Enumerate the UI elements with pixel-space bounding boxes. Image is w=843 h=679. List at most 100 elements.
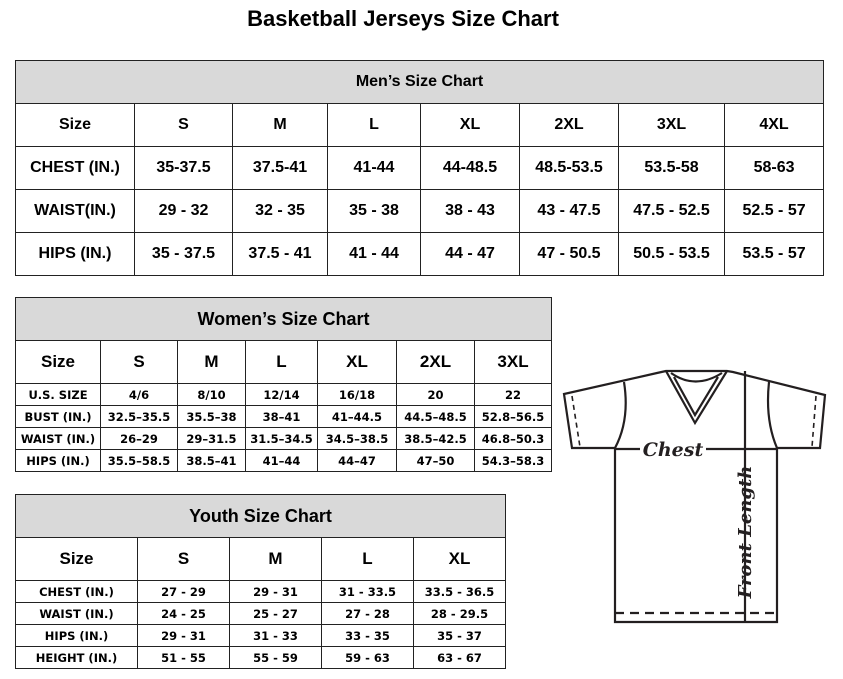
table-cell: L bbox=[327, 103, 421, 147]
row-label: U.S. SIZE bbox=[15, 383, 101, 406]
table-cell: 33.5 - 36.5 bbox=[412, 580, 507, 603]
table-row: BUST (IN.) 32.5–35.5 35.5–38 38–41 41–44.5 44… bbox=[15, 405, 553, 428]
table-cell: 47.5 - 52.5 bbox=[618, 189, 725, 233]
table-cell: 35.5–38 bbox=[177, 405, 246, 428]
table-cell: 3XL bbox=[473, 340, 553, 384]
table-cell: 53.5 - 57 bbox=[723, 232, 825, 276]
table-cell: 37.5-41 bbox=[232, 146, 328, 190]
table-cell: 24 - 25 bbox=[137, 602, 230, 625]
t-shirt-icon: Chest Front Length bbox=[562, 369, 827, 624]
table-cell: 4/6 bbox=[100, 383, 178, 406]
table-cell: 32 - 35 bbox=[232, 189, 328, 233]
table-row: HIPS (IN.) 35.5–58.5 38.5–41 41–44 44–47 47–5… bbox=[15, 449, 553, 472]
table-cell: 47 - 50.5 bbox=[519, 232, 619, 276]
table-cell: 32.5–35.5 bbox=[100, 405, 178, 428]
size-header-row: Size S M L XL bbox=[15, 537, 507, 581]
mens-size-table: Men’s Size Chart Size S M L XL 2XL 3XL 4XL CHEST… bbox=[14, 60, 825, 276]
table-cell: XL bbox=[412, 537, 507, 581]
table-row: WAIST(IN.) 29 - 32 32 - 35 35 - 38 38 - 43 43… bbox=[15, 189, 825, 233]
table-cell: 35-37.5 bbox=[134, 146, 233, 190]
table-cell: 35.5–58.5 bbox=[100, 449, 178, 472]
table-cell: 8/10 bbox=[177, 383, 246, 406]
table-row: CHEST (IN.) 27 - 29 29 - 31 31 - 33.5 33.5 -… bbox=[15, 580, 507, 603]
table-cell: 34.5–38.5 bbox=[317, 427, 397, 450]
table-cell: 27 - 28 bbox=[321, 602, 414, 625]
page-title: Basketball Jerseys Size Chart bbox=[247, 6, 559, 31]
size-header-row: Size S M L XL 2XL 3XL 4XL bbox=[15, 103, 825, 147]
table-row: WAIST (IN.) 26–29 29–31.5 31.5–34.5 34.5–38.… bbox=[15, 427, 553, 450]
table-cell: 55 - 59 bbox=[229, 646, 322, 669]
table-cell: 22 bbox=[473, 383, 553, 406]
table-cell: 44 - 47 bbox=[420, 232, 520, 276]
table-cell: 28 - 29.5 bbox=[412, 602, 507, 625]
table-cell: 12/14 bbox=[245, 383, 318, 406]
table-cell: M bbox=[177, 340, 246, 384]
row-label: WAIST (IN.) bbox=[15, 427, 101, 450]
table-cell: 29 - 31 bbox=[137, 624, 230, 647]
table-cell: 44–47 bbox=[317, 449, 397, 472]
table-cell: 52.5 - 57 bbox=[723, 189, 825, 233]
table-cell: 29 - 32 bbox=[134, 189, 233, 233]
row-label: BUST (IN.) bbox=[15, 405, 101, 428]
table-cell: 27 - 29 bbox=[137, 580, 230, 603]
table-cell: 37.5 - 41 bbox=[232, 232, 328, 276]
table-row: HIPS (IN.) 29 - 31 31 - 33 33 - 35 35 - 37 bbox=[15, 624, 507, 647]
table-cell: 41–44.5 bbox=[317, 405, 397, 428]
table-cell: 35 - 37 bbox=[412, 624, 507, 647]
row-label: HIPS (IN.) bbox=[15, 624, 138, 647]
youth-size-table: Youth Size Chart Size S M L XL CHEST (IN.) 27 … bbox=[14, 494, 507, 669]
table-cell: 58-63 bbox=[723, 146, 825, 190]
table-cell: L bbox=[245, 340, 318, 384]
table-cell: 63 - 67 bbox=[412, 646, 507, 669]
size-header-row: Size S M L XL 2XL 3XL bbox=[15, 340, 553, 384]
table-cell: 26–29 bbox=[100, 427, 178, 450]
row-label: HIPS (IN.) bbox=[15, 449, 101, 472]
row-label: HEIGHT (IN.) bbox=[15, 646, 138, 669]
youth-chart-title: Youth Size Chart bbox=[14, 494, 507, 538]
table-cell: 48.5-53.5 bbox=[519, 146, 619, 190]
womens-chart-title: Women’s Size Chart bbox=[14, 297, 553, 341]
table-cell: 31 - 33 bbox=[229, 624, 322, 647]
front-length-label: Front Length bbox=[735, 466, 756, 600]
row-label: WAIST(IN.) bbox=[15, 189, 135, 233]
table-row: U.S. SIZE 4/6 8/10 12/14 16/18 20 22 bbox=[15, 383, 553, 406]
table-cell: 51 - 55 bbox=[137, 646, 230, 669]
table-cell: XL bbox=[317, 340, 397, 384]
table-row: WAIST (IN.) 24 - 25 25 - 27 27 - 28 28 - 29.… bbox=[15, 602, 507, 625]
table-cell: S bbox=[100, 340, 178, 384]
table-cell: 47–50 bbox=[396, 449, 475, 472]
table-row: HEIGHT (IN.) 51 - 55 55 - 59 59 - 63 63 - 67 bbox=[15, 646, 507, 669]
table-cell: 44.5–48.5 bbox=[396, 405, 475, 428]
table-cell: 25 - 27 bbox=[229, 602, 322, 625]
table-cell: 35 - 37.5 bbox=[134, 232, 233, 276]
table-cell: 35 - 38 bbox=[327, 189, 421, 233]
table-cell: 31 - 33.5 bbox=[321, 580, 414, 603]
row-label: WAIST (IN.) bbox=[15, 602, 138, 625]
row-label: CHEST (IN.) bbox=[15, 146, 135, 190]
table-cell: 38.5–41 bbox=[177, 449, 246, 472]
table-cell: 2XL bbox=[519, 103, 619, 147]
table-cell: 54.3–58.3 bbox=[473, 449, 553, 472]
mens-chart-title: Men’s Size Chart bbox=[14, 60, 825, 104]
table-cell: M bbox=[232, 103, 328, 147]
table-cell: 38–41 bbox=[245, 405, 318, 428]
table-cell: S bbox=[134, 103, 233, 147]
row-label: CHEST (IN.) bbox=[15, 580, 138, 603]
table-cell: 16/18 bbox=[317, 383, 397, 406]
table-cell: 41 - 44 bbox=[327, 232, 421, 276]
table-cell: 33 - 35 bbox=[321, 624, 414, 647]
table-cell: XL bbox=[420, 103, 520, 147]
table-cell: 41–44 bbox=[245, 449, 318, 472]
table-cell: 44-48.5 bbox=[420, 146, 520, 190]
table-cell: M bbox=[229, 537, 322, 581]
womens-size-table: Women’s Size Chart Size S M L XL 2XL 3XL U.S. S… bbox=[14, 297, 553, 472]
table-cell: 38.5–42.5 bbox=[396, 427, 475, 450]
table-row: CHEST (IN.) 35-37.5 37.5-41 41-44 44-48.5 48.… bbox=[15, 146, 825, 190]
table-cell: 46.8–50.3 bbox=[473, 427, 553, 450]
table-cell: 52.8–56.5 bbox=[473, 405, 553, 428]
row-label: HIPS (IN.) bbox=[15, 232, 135, 276]
table-cell: 20 bbox=[396, 383, 475, 406]
table-row: HIPS (IN.) 35 - 37.5 37.5 - 41 41 - 44 44 - … bbox=[15, 232, 825, 276]
table-cell: L bbox=[321, 537, 414, 581]
table-cell: 50.5 - 53.5 bbox=[618, 232, 725, 276]
